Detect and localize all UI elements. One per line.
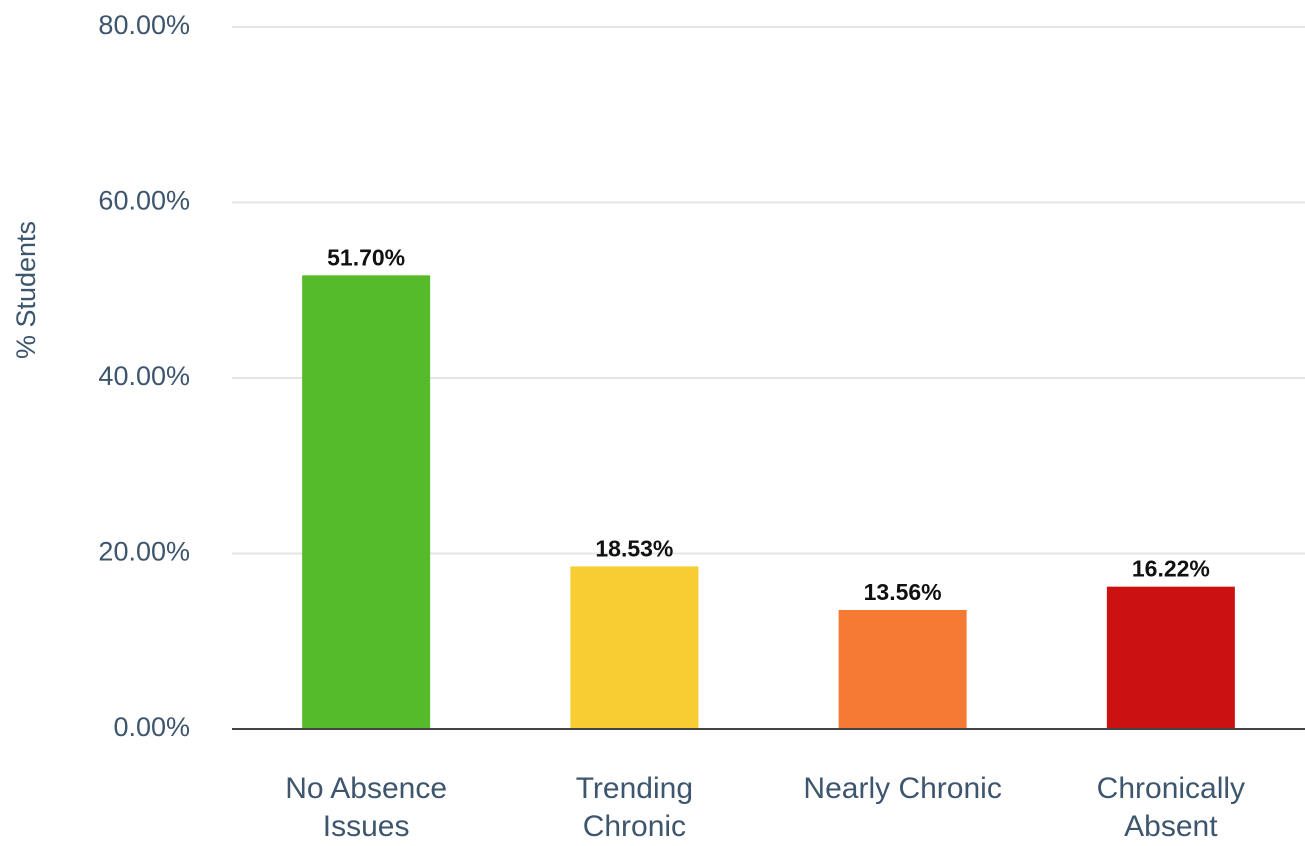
- data-label: 51.70%: [327, 244, 405, 270]
- y-tick-label: 60.00%: [98, 186, 190, 216]
- y-tick-label: 20.00%: [98, 537, 190, 567]
- y-tick-label: 40.00%: [98, 361, 190, 391]
- y-tick-label: 0.00%: [113, 712, 190, 742]
- x-tick-label: No Absence Issues: [285, 772, 448, 843]
- data-label: 13.56%: [864, 579, 942, 605]
- bar: [838, 610, 967, 729]
- data-label: 18.53%: [595, 535, 673, 561]
- bar: [1106, 586, 1235, 729]
- y-axis-label: % Students: [11, 221, 41, 359]
- data-label: 16.22%: [1132, 556, 1210, 582]
- bar: [570, 566, 699, 729]
- x-tick-label: Nearly Chronic: [803, 772, 1002, 805]
- x-tick-label: Chronically Absent: [1096, 772, 1246, 843]
- y-tick-label: 80.00%: [98, 10, 190, 40]
- x-tick-label: Trending Chronic: [575, 772, 694, 843]
- bar: [302, 275, 431, 729]
